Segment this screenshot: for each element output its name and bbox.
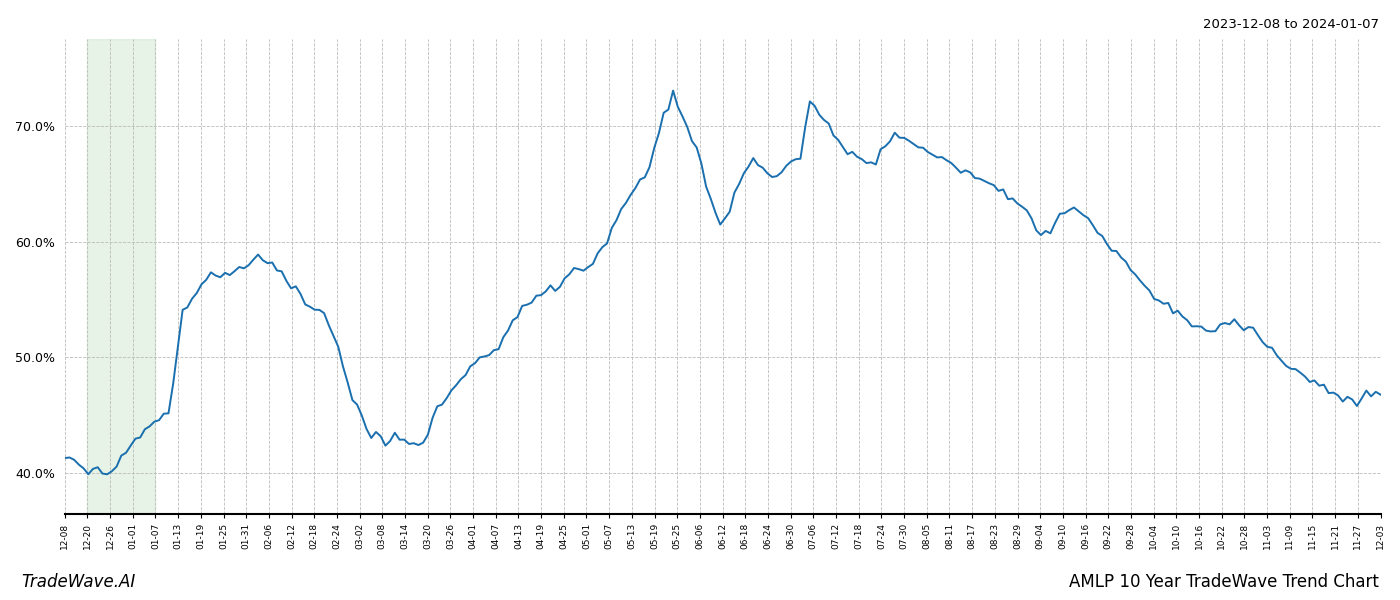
Bar	[87, 39, 155, 514]
Text: AMLP 10 Year TradeWave Trend Chart: AMLP 10 Year TradeWave Trend Chart	[1070, 573, 1379, 591]
Text: 2023-12-08 to 2024-01-07: 2023-12-08 to 2024-01-07	[1203, 18, 1379, 31]
Text: TradeWave.AI: TradeWave.AI	[21, 573, 136, 591]
